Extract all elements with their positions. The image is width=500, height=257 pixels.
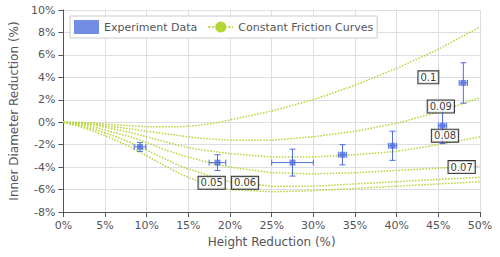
- svg-text:Experiment Data: Experiment Data: [104, 21, 197, 34]
- svg-text:15%: 15%: [176, 219, 200, 232]
- svg-text:0%: 0%: [55, 219, 72, 232]
- svg-text:Inner Diameter Reduction (%): Inner Diameter Reduction (%): [7, 21, 21, 200]
- svg-text:6%: 6%: [38, 48, 55, 61]
- svg-text:-6%: -6%: [34, 183, 55, 196]
- svg-text:30%: 30%: [301, 219, 325, 232]
- svg-text:0%: 0%: [38, 116, 55, 129]
- svg-text:0.08: 0.08: [434, 130, 456, 141]
- svg-text:25%: 25%: [259, 219, 283, 232]
- svg-text:45%: 45%: [426, 219, 450, 232]
- svg-text:10%: 10%: [31, 4, 55, 17]
- svg-text:-4%: -4%: [34, 161, 55, 174]
- svg-text:8%: 8%: [38, 26, 55, 39]
- svg-text:0.1: 0.1: [420, 72, 436, 83]
- svg-text:Height Reduction (%): Height Reduction (%): [208, 235, 336, 249]
- svg-text:4%: 4%: [38, 71, 55, 84]
- svg-text:40%: 40%: [384, 219, 408, 232]
- svg-text:0.09: 0.09: [430, 101, 452, 112]
- svg-text:2%: 2%: [38, 93, 55, 106]
- svg-text:50%: 50%: [468, 219, 492, 232]
- svg-text:0.07: 0.07: [451, 162, 473, 173]
- svg-text:10%: 10%: [134, 219, 158, 232]
- svg-text:0.05: 0.05: [201, 177, 223, 188]
- svg-text:-8%: -8%: [34, 206, 55, 219]
- svg-text:20%: 20%: [218, 219, 242, 232]
- svg-text:-2%: -2%: [34, 138, 55, 151]
- svg-text:35%: 35%: [343, 219, 367, 232]
- svg-text:5%: 5%: [96, 219, 113, 232]
- svg-text:Constant Friction Curves: Constant Friction Curves: [238, 21, 373, 34]
- svg-text:0.06: 0.06: [234, 177, 256, 188]
